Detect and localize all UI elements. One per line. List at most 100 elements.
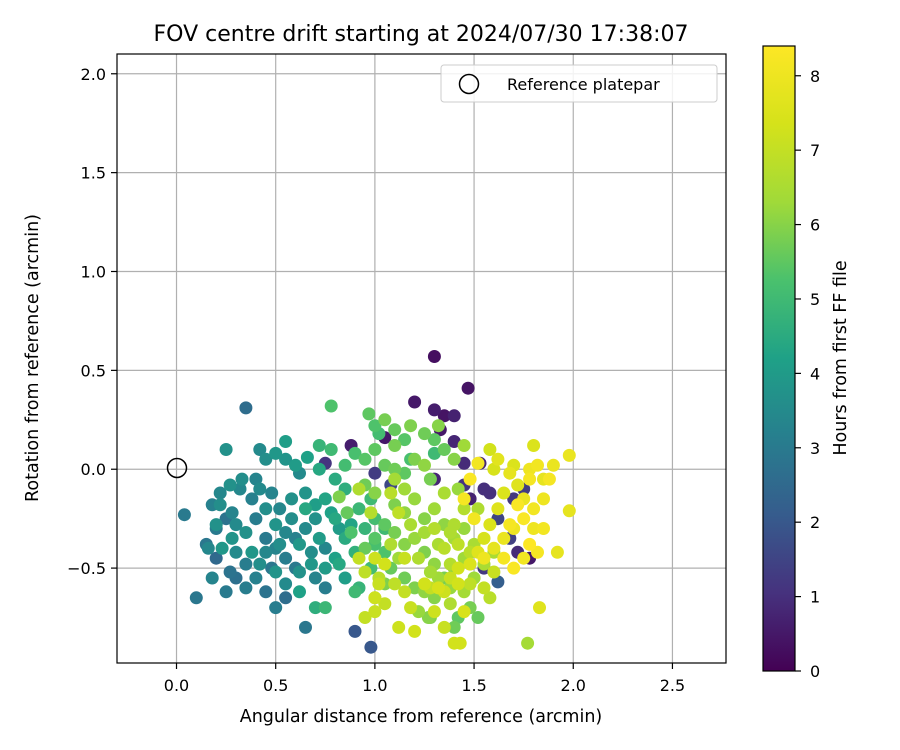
data-point [408, 395, 422, 409]
data-point [427, 591, 441, 605]
data-point [418, 526, 431, 539]
data-point [289, 458, 302, 472]
data-point [463, 557, 477, 571]
data-point [447, 620, 461, 634]
legend-box [440, 64, 718, 103]
data-point [503, 518, 517, 532]
data-point [562, 448, 576, 462]
data-point [253, 557, 267, 571]
data-point [378, 413, 392, 427]
data-point [451, 537, 465, 551]
data-point [408, 624, 422, 638]
data-point [408, 452, 422, 466]
data-point [285, 492, 299, 506]
data-point [457, 605, 471, 619]
data-point [487, 541, 501, 555]
data-point [483, 591, 497, 605]
colorbar-tick-label: 5 [810, 290, 820, 309]
data-point [239, 401, 253, 415]
data-point [418, 512, 431, 526]
data-point [483, 443, 497, 456]
data-point [463, 577, 477, 591]
x-tick-label: 0.0 [164, 676, 189, 695]
data-point [427, 605, 441, 619]
data-point [398, 482, 412, 496]
data-point [253, 443, 267, 456]
data-point [443, 526, 457, 539]
data-point [531, 545, 544, 559]
data-point [229, 545, 243, 559]
colorbar-tick-label: 6 [810, 216, 820, 235]
data-point [527, 522, 541, 535]
colorbar: 0 1 2 3 4 5 6 7 8 Hours from first FF file [762, 45, 851, 681]
data-point [523, 537, 537, 551]
data-point [471, 456, 485, 470]
y-tick-label: 2.0 [81, 65, 106, 84]
data-point [332, 490, 346, 504]
y-tick-label: 1.5 [81, 164, 106, 183]
data-point [521, 636, 535, 650]
data-point [279, 551, 293, 565]
data-point [527, 502, 541, 516]
data-point [398, 433, 412, 447]
x-axis-ticks: 0.0 0.5 1.0 1.5 2.0 2.5 [164, 663, 685, 695]
data-point [388, 462, 402, 476]
data-point [487, 462, 501, 476]
plot-frame [116, 53, 727, 664]
data-point [447, 435, 461, 448]
data-point [219, 585, 233, 599]
data-point [348, 446, 362, 460]
y-axis-label: Rotation from reference (arcmin) [23, 214, 43, 502]
data-point [427, 350, 441, 363]
data-point [249, 472, 263, 486]
data-point [372, 577, 386, 591]
data-point [546, 458, 560, 472]
data-point [398, 537, 412, 551]
data-point [457, 456, 471, 470]
data-point [364, 506, 378, 520]
data-point [225, 506, 239, 520]
data-point [269, 601, 283, 615]
data-point [338, 458, 352, 472]
colorbar-label: Hours from first FF file [831, 260, 851, 455]
data-point [404, 518, 418, 532]
data-point [447, 409, 461, 423]
data-point [299, 486, 312, 500]
data-point [348, 624, 362, 638]
data-point [245, 492, 259, 506]
x-tick-label: 1.0 [362, 676, 387, 695]
data-point [253, 482, 267, 496]
y-tick-label: 1.0 [81, 263, 106, 282]
data-point [259, 545, 273, 559]
colorbar-tick-label: 4 [810, 364, 820, 383]
data-point [427, 446, 441, 460]
colorbar-tick-label: 2 [810, 513, 820, 532]
data-point [324, 443, 338, 456]
data-point [378, 458, 392, 472]
data-point [293, 565, 306, 579]
data-point [562, 504, 576, 518]
data-point [368, 466, 382, 480]
data-point [368, 443, 382, 456]
data-point [368, 605, 382, 619]
y-axis-ticks: −0.5 0.0 0.5 1.0 1.5 2.0 [67, 65, 117, 578]
data-point [483, 486, 497, 500]
data-point [304, 545, 318, 559]
data-point [279, 577, 293, 591]
data-point [537, 522, 550, 535]
data-point [300, 450, 314, 464]
data-point [384, 537, 398, 551]
data-point [437, 443, 451, 456]
data-point [378, 518, 392, 532]
data-point [368, 551, 382, 565]
legend: Reference platepar [440, 64, 718, 103]
data-point [431, 581, 445, 595]
data-point [245, 545, 259, 559]
data-point [437, 486, 451, 500]
data-point [209, 551, 223, 565]
data-point [503, 466, 517, 480]
data-point [437, 409, 451, 423]
data-point [404, 601, 418, 615]
data-point [225, 531, 239, 545]
data-point [517, 512, 531, 526]
